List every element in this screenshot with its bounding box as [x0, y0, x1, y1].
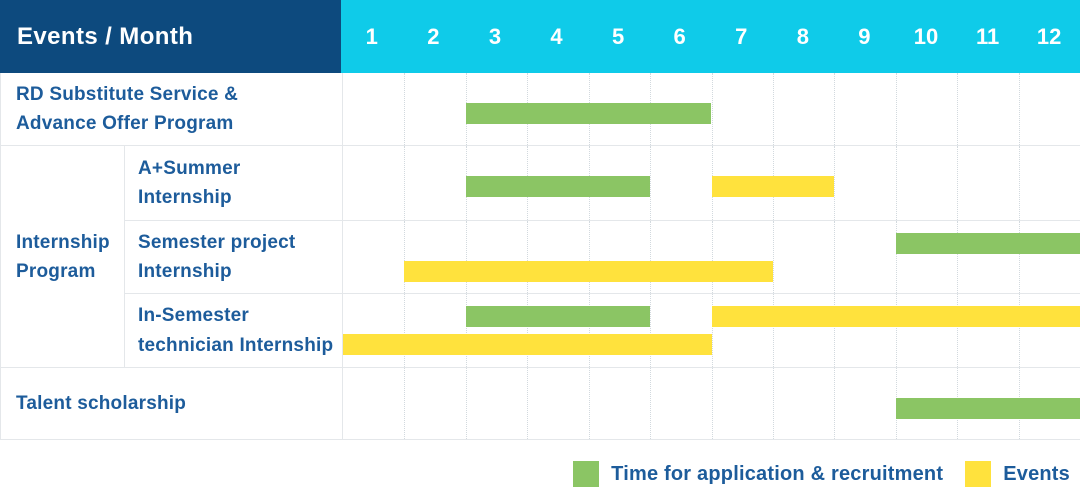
row-chart-area — [342, 294, 1080, 368]
bar-application — [895, 233, 1080, 254]
green-swatch-icon — [573, 461, 600, 487]
month-gridline — [650, 221, 652, 293]
row-chart-area — [342, 146, 1080, 221]
group-cell-region — [1, 146, 125, 221]
month-gridline — [1018, 146, 1020, 220]
row-label: Semester project Internship — [125, 221, 342, 294]
month-label-4: 4 — [550, 23, 563, 49]
bar-events — [343, 334, 712, 355]
legend-label-events: Events — [1003, 462, 1070, 485]
row-label: Talent scholarship — [1, 368, 342, 440]
month-gridline — [895, 73, 897, 145]
month-gridline — [772, 294, 774, 367]
month-gridline — [895, 221, 897, 293]
bar-application — [895, 398, 1080, 419]
month-gridline — [650, 368, 652, 439]
month-gridline — [404, 221, 406, 293]
month-label-6: 6 — [673, 23, 686, 49]
month-gridline — [834, 221, 836, 293]
month-gridline — [711, 73, 713, 145]
legend-label-application: Time for application & recruitment — [611, 462, 944, 485]
bar-events — [711, 306, 1080, 327]
month-gridline — [957, 146, 959, 220]
gantt-row-semester-project: Semester project Internship — [1, 221, 1080, 294]
month-label-12: 12 — [1036, 23, 1062, 49]
month-gridline — [834, 146, 836, 220]
month-gridline — [465, 221, 467, 293]
month-gridline — [404, 146, 406, 220]
page-title: Events / Month — [17, 22, 194, 50]
month-label-8: 8 — [796, 23, 809, 49]
legend-item-application: Time for application & recruitment — [573, 461, 943, 487]
month-gridline — [711, 294, 713, 367]
month-gridline — [895, 294, 897, 367]
gantt-row-in-semester: In-Semester technician Internship — [1, 294, 1080, 368]
legend-item-events: Events — [965, 461, 1070, 487]
month-gridline — [588, 368, 590, 439]
row-label: RD Substitute Service & Advance Offer Pr… — [1, 73, 342, 146]
bar-application — [465, 103, 712, 124]
gantt-row-rd-substitute-service: RD Substitute Service & Advance Offer Pr… — [1, 73, 1080, 146]
month-gridline — [834, 294, 836, 367]
table-header-row: Events / Month 1 2 3 4 5 6 7 8 9 10 11 12 — [0, 0, 1080, 73]
month-header-cells: 1 2 3 4 5 6 7 8 9 10 11 12 — [341, 0, 1080, 73]
row-chart-area — [342, 368, 1080, 440]
month-gridline — [957, 73, 959, 145]
month-gridline — [650, 294, 652, 367]
row-chart-area — [342, 221, 1080, 294]
month-gridline — [772, 368, 774, 439]
month-gridline — [527, 294, 529, 367]
month-label-9: 9 — [858, 23, 871, 49]
month-label-7: 7 — [735, 23, 748, 49]
yellow-swatch-icon — [965, 461, 992, 487]
month-gridline — [895, 146, 897, 220]
legend: Time for application & recruitment Event… — [573, 459, 1070, 489]
month-label-11: 11 — [975, 23, 1000, 49]
events-month-table: Events / Month 1 2 3 4 5 6 7 8 9 10 11 12 Internshi… — [0, 0, 1080, 440]
month-gridline — [772, 221, 774, 293]
month-gridline — [650, 146, 652, 220]
group-cell-region — [1, 294, 125, 368]
month-gridline — [772, 73, 774, 145]
month-gridline — [465, 368, 467, 439]
month-label-5: 5 — [611, 23, 625, 49]
month-label-2: 2 — [427, 23, 440, 49]
month-gridline — [834, 73, 836, 145]
group-cell-region — [1, 221, 125, 294]
month-gridline — [404, 294, 406, 367]
bar-events — [711, 176, 835, 197]
month-gridline — [957, 221, 959, 293]
month-gridline — [1018, 73, 1020, 145]
month-gridline — [527, 368, 529, 439]
gantt-row-a-summer: A+Summer Internship — [1, 146, 1080, 221]
month-gridline — [711, 221, 713, 293]
month-label-10: 10 — [913, 23, 939, 49]
month-gridline — [527, 221, 529, 293]
month-gridline — [588, 294, 590, 367]
month-gridline — [404, 368, 406, 439]
gantt-row-talent-scholarship: Talent scholarship — [1, 368, 1080, 440]
month-gridline — [404, 73, 406, 145]
row-label: A+Summer Internship — [125, 146, 342, 221]
bar-application — [465, 176, 651, 197]
month-gridline — [834, 368, 836, 439]
bar-events — [404, 261, 773, 282]
gantt-body: Internship Program RD Substitute Service… — [0, 73, 1080, 440]
month-gridline — [1018, 294, 1020, 367]
row-chart-area — [342, 73, 1080, 146]
month-label-3: 3 — [488, 23, 502, 49]
bar-application — [465, 306, 651, 327]
header-title-cell: Events / Month — [0, 0, 341, 73]
month-gridline — [588, 221, 590, 293]
month-gridline — [957, 294, 959, 367]
month-gridline — [1018, 221, 1020, 293]
month-gridline — [465, 294, 467, 367]
month-label-1: 1 — [365, 23, 378, 49]
row-label: In-Semester technician Internship — [125, 294, 342, 368]
month-gridline — [711, 368, 713, 439]
